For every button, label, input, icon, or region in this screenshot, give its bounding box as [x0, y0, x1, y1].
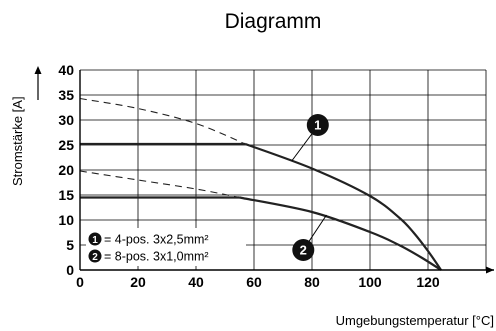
- x-axis-label: Umgebungstemperatur [°C]: [336, 313, 494, 328]
- x-tick-label: 0: [76, 274, 84, 290]
- x-tick-label: 80: [304, 274, 320, 290]
- legend: 1 = 4-pos. 3x2,5mm² 2 = 8-pos. 3x1,0mm²: [86, 228, 246, 266]
- x-tick-label: 40: [188, 274, 204, 290]
- series-2-dashed-extension: [79, 170, 240, 199]
- y-label-arrow: [34, 66, 42, 74]
- x-tick-labels: 0 20 40 60 80 100 120: [76, 274, 440, 290]
- series-2-derating-curve: [239, 196, 442, 271]
- y-tick-label: 35: [58, 87, 74, 103]
- y-tick-label: 5: [66, 237, 74, 253]
- annotation-marker-2: [292, 239, 315, 261]
- y-tick-label: 10: [58, 212, 74, 228]
- annotations: 12: [291, 114, 329, 261]
- data-series: [79, 97, 442, 271]
- annotation-number-2: 2: [300, 243, 307, 258]
- legend-box: [86, 228, 246, 266]
- legend-marker-number-1: 1: [92, 235, 98, 246]
- x-tick-label: 120: [416, 274, 440, 290]
- y-tick-labels: 0 5 10 15 20 25 30 35 40: [58, 62, 74, 278]
- y-tick-label: 40: [58, 62, 74, 78]
- legend-marker-1: [88, 232, 102, 246]
- legend-entry-1: = 4-pos. 3x2,5mm²: [104, 233, 209, 247]
- x-axis-arrow: [486, 266, 494, 274]
- legend-marker-2: [88, 249, 102, 263]
- y-tick-label: 15: [58, 187, 74, 203]
- y-tick-label: 20: [58, 162, 74, 178]
- legend-entry-2: = 8-pos. 3x1,0mm²: [104, 250, 209, 264]
- y-axis-label: Stromstärke [A]: [10, 96, 25, 186]
- x-tick-label: 100: [358, 274, 382, 290]
- y-tick-label: 0: [66, 262, 74, 278]
- axes: [34, 66, 494, 274]
- x-tick-label: 60: [246, 274, 262, 290]
- chart-title: Diagramm: [225, 10, 322, 33]
- annotation-number-1: 1: [314, 118, 321, 133]
- grid-lines: [79, 69, 487, 271]
- annotation-leader-1: [291, 133, 313, 162]
- y-tick-label: 25: [58, 137, 74, 153]
- legend-marker-number-2: 2: [92, 252, 98, 263]
- x-tick-label: 20: [130, 274, 146, 290]
- series-1-dashed-extension: [79, 97, 246, 145]
- annotation-marker-1: [306, 114, 329, 136]
- y-tick-label: 30: [58, 112, 74, 128]
- series-1-derating-curve: [244, 142, 442, 271]
